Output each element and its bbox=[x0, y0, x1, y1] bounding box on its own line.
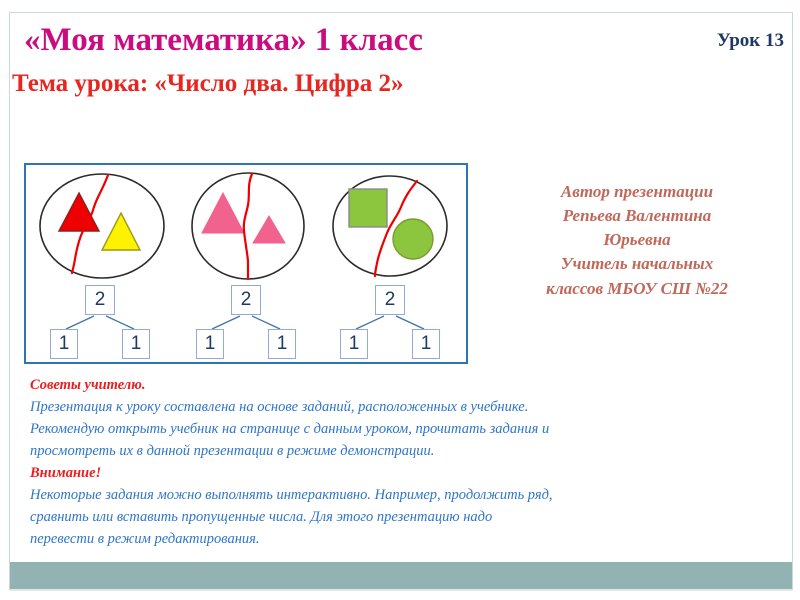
notes-line: сравнить или вставить пропущенные числа.… bbox=[30, 509, 493, 526]
slide-header: «Моя математика» 1 класс Урок 13 Тема ур… bbox=[0, 22, 800, 122]
divider-squiggle-icon bbox=[70, 173, 110, 275]
notes-heading-attention: Внимание! bbox=[30, 465, 102, 482]
number-tree-1: 2 1 1 bbox=[42, 285, 162, 359]
number-box-part-right-2[interactable]: 1 bbox=[268, 329, 296, 359]
author-line: Учитель начальных bbox=[560, 254, 714, 274]
notes-heading-advice: Советы учителю. bbox=[30, 377, 146, 393]
tree-connector-right bbox=[251, 315, 281, 330]
lesson-topic-subtitle: Тема урока: «Число два. Цифра 2» bbox=[12, 70, 404, 97]
diagram-groups: 2 1 1 bbox=[26, 165, 466, 362]
author-credits: Автор презентации Репьева Валентина Юрье… bbox=[486, 180, 788, 301]
pink-triangle-small-icon bbox=[252, 215, 286, 244]
oval-outline-icon bbox=[39, 173, 165, 279]
tree-connector-right bbox=[395, 315, 425, 330]
page-title: «Моя математика» 1 класс bbox=[24, 22, 423, 58]
author-line: классов МБОУ СШ №22 bbox=[546, 278, 728, 298]
slide-edge-right bbox=[792, 12, 793, 590]
divider-squiggle-icon bbox=[242, 172, 254, 281]
author-line: Автор презентации bbox=[560, 182, 714, 201]
number-box-total-2[interactable]: 2 bbox=[231, 285, 261, 315]
oval-group-1 bbox=[37, 171, 167, 281]
notes-line: перевести в режим редактирования. bbox=[30, 531, 260, 548]
tree-connector-left bbox=[211, 315, 241, 330]
number-tree-3: 2 1 1 bbox=[332, 285, 452, 359]
green-square-icon bbox=[348, 188, 388, 228]
slide-edge-left bbox=[9, 12, 10, 590]
diagram-panel: 2 1 1 bbox=[24, 163, 468, 364]
yellow-triangle-icon bbox=[100, 211, 142, 251]
bottom-accent-band bbox=[10, 562, 792, 589]
notes-line: Рекомендую открыть учебник на странице с… bbox=[30, 421, 550, 438]
slide-edge-top bbox=[9, 12, 793, 13]
number-box-part-right-3[interactable]: 1 bbox=[412, 329, 440, 359]
notes-line: Презентация к уроку составлена на основе… bbox=[30, 399, 529, 416]
tree-connector-left bbox=[65, 315, 95, 330]
teacher-notes: Советы учителю. Презентация к уроку сост… bbox=[30, 374, 750, 550]
number-box-total-3[interactable]: 2 bbox=[375, 285, 405, 315]
tree-connector-left bbox=[355, 315, 385, 330]
author-line: Юрьевна bbox=[603, 230, 671, 250]
notes-line: просмотреть их в данной презентации в ре… bbox=[30, 443, 435, 460]
number-box-part-left-2[interactable]: 1 bbox=[196, 329, 224, 359]
bottom-accent-band-shadow bbox=[10, 589, 792, 591]
oval-group-3 bbox=[327, 171, 457, 281]
author-line: Репьева Валентина bbox=[562, 206, 712, 226]
oval-group-2 bbox=[183, 171, 313, 281]
notes-line: Некоторые задания можно выполнять интера… bbox=[30, 487, 553, 504]
lesson-number-badge: Урок 13 bbox=[716, 30, 784, 51]
green-circle-icon bbox=[392, 218, 434, 260]
number-box-part-left-3[interactable]: 1 bbox=[340, 329, 368, 359]
divider-squiggle-icon bbox=[373, 179, 419, 278]
diagram-group-1[interactable]: 2 1 1 bbox=[28, 165, 176, 362]
diagram-group-2[interactable]: 2 1 1 bbox=[174, 165, 322, 362]
number-tree-2: 2 1 1 bbox=[188, 285, 308, 359]
tree-connector-right bbox=[105, 315, 135, 330]
number-box-part-left-1[interactable]: 1 bbox=[50, 329, 78, 359]
number-box-total-1[interactable]: 2 bbox=[85, 285, 115, 315]
pink-triangle-large-icon bbox=[201, 191, 245, 234]
diagram-group-3[interactable]: 2 1 1 bbox=[318, 165, 466, 362]
number-box-part-right-1[interactable]: 1 bbox=[122, 329, 150, 359]
